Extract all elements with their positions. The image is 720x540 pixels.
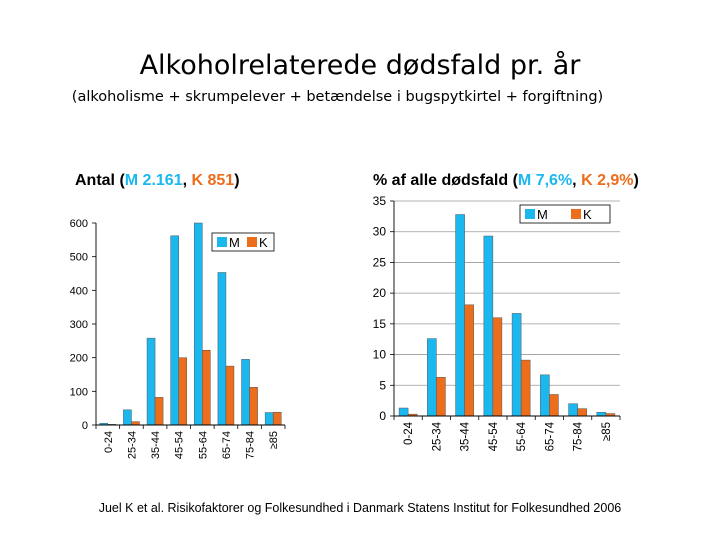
left-title-m: M 2.161 [124,172,183,189]
y-tick-label: 35 [373,194,387,208]
right-panel-title: % af alle dødsfald (M 7,6%, K 2,9%) [373,172,639,190]
right-title-suffix: ) [633,172,639,189]
x-category-label: 75-84 [245,431,257,459]
x-category-label: 45-54 [174,431,186,459]
x-category-label: 45-54 [488,421,500,451]
y-tick-label: 0 [379,409,386,423]
bar-m-4 [194,222,203,426]
left-panel-title: Antal (M 2.161, K 851) [75,172,240,190]
right-title-k: K 2,9% [581,172,634,189]
chart-percent-by-age: 0 5 10 15 20 25 30 35 0-24 25-34 35-44 45-54 55-64 65… [373,194,621,451]
bar-m-2 [455,214,465,417]
y-tick-label: 0 [82,420,88,432]
bar-m-1 [427,338,437,417]
left-title-prefix: Antal ( [75,172,125,189]
source-citation: Juel K et al. Risikofaktorer og Folkesun… [98,501,622,515]
slide-subtitle: (alkoholisme + skrumpelever + betændelse… [71,89,604,105]
bar-k-4 [520,359,531,417]
legend-label-k: K [583,207,592,222]
bar-k-4 [202,350,211,426]
bar-m-2 [146,337,156,426]
bar-m-5 [540,374,550,417]
x-category-label: 35-44 [150,431,162,459]
bar-k-3 [492,317,503,417]
x-category-label: 75-84 [573,421,585,451]
x-category-label: 0-24 [403,421,415,445]
bar-k-2 [464,304,474,417]
y-tick-label: 15 [373,317,387,331]
x-category-label: 25-34 [431,421,443,451]
bar-m-7 [264,412,274,426]
y-tick-label: 10 [373,348,387,362]
bar-k-5 [225,365,235,426]
bar-m-0 [398,407,409,417]
bar-m-5 [217,272,227,426]
x-category-label: 25-34 [126,431,138,459]
bar-k-7 [272,411,282,426]
bar-k-5 [549,394,559,417]
legend-box [211,232,275,252]
right-title-prefix: % af alle dødsfald ( [373,172,518,189]
x-category-label: 35-44 [460,421,472,451]
legend-swatch-m [217,237,227,247]
bar-k-3 [178,357,187,426]
legend-swatch-k [247,237,257,247]
x-category-label: 65-74 [221,431,233,459]
y-tick-label: 300 [70,319,88,331]
y-tick-label: 5 [379,378,386,392]
bar-m-6 [568,403,578,417]
bar-m-7 [596,412,607,417]
x-category-label: 0-24 [103,431,115,453]
legend-swatch-m [525,209,535,219]
left-title-sep: , [182,172,192,189]
y-tick-label: 600 [70,218,88,230]
left-title-k: K 851 [191,172,235,189]
legend-label-m: M [229,235,240,250]
y-tick-label: 25 [373,255,387,269]
x-category-label: 55-64 [516,421,528,451]
x-category-label: ≥85 [601,422,613,441]
bar-m-3 [483,235,494,417]
y-tick-label: 500 [70,252,88,264]
legend-label-m: M [537,207,548,222]
y-tick-label: 20 [373,286,387,300]
bar-k-6 [577,408,587,417]
bar-k-1 [436,377,446,417]
bar-k-6 [249,387,258,426]
y-tick-label: 200 [70,353,88,365]
bar-m-1 [123,409,132,426]
bar-k-2 [154,397,164,426]
bar-m-6 [241,359,250,426]
chart-count-by-age: 0 100 200 300 400 500 600 0-24 25-34 35-44 45-54 55… [70,218,286,459]
bar-k-1 [131,421,140,426]
x-category-label: ≥85 [268,431,280,449]
x-category-label: 55-64 [197,431,209,459]
slide-title: Alkoholrelaterede dødsfald pr. år [139,50,581,81]
legend-swatch-k [571,209,581,219]
legend-box [519,204,611,224]
bar-m-3 [170,235,179,426]
x-category-label: 65-74 [544,421,556,451]
left-title-suffix: ) [234,172,240,189]
right-title-sep: , [572,172,582,189]
right-title-m: M 7,6% [517,172,573,189]
y-tick-label: 400 [70,285,88,297]
y-tick-label: 100 [70,386,88,398]
legend-label-k: K [259,235,268,250]
bar-m-4 [511,313,522,417]
y-tick-label: 30 [373,225,387,239]
